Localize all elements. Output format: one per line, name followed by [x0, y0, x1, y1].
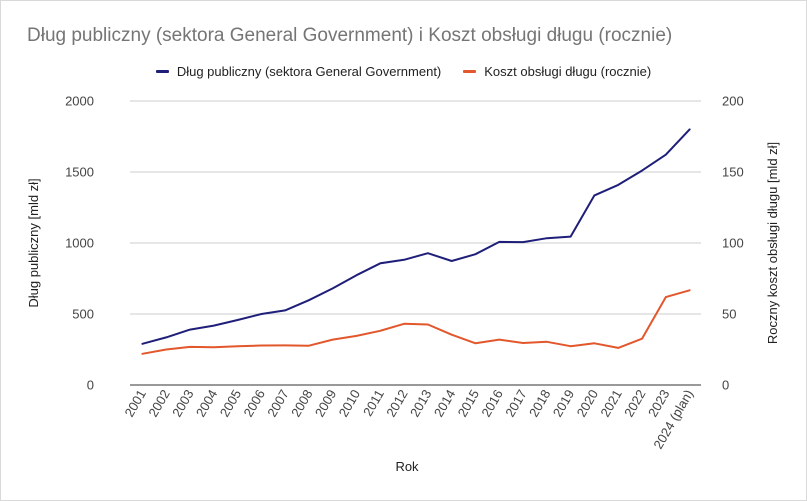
y-tick-label-right: 100 — [722, 236, 744, 251]
x-tick-label: 2020 — [574, 387, 601, 420]
legend-label-cost: Koszt obsługi długu (rocznie) — [484, 63, 652, 79]
y-tick-label-right: 150 — [722, 165, 744, 180]
x-tick-label: 2002 — [145, 387, 172, 420]
chart-legend: Dług publiczny (sektora General Governme… — [0, 62, 807, 80]
x-tick-label: 2011 — [360, 387, 387, 419]
x-tick-label: 2006 — [241, 387, 268, 420]
x-tick-label: 2017 — [502, 387, 529, 420]
y-axis-title-right: Roczny koszt obsługi długu [mld zł] — [765, 142, 780, 344]
y-tick-label-right: 200 — [722, 94, 744, 109]
x-tick-label: 2019 — [550, 387, 577, 420]
x-tick-label: 2015 — [455, 387, 482, 420]
y-tick-label-right: 50 — [722, 307, 736, 322]
x-tick-label: 2016 — [478, 387, 505, 420]
x-tick-label: 2007 — [264, 387, 291, 420]
x-tick-label: 2005 — [217, 387, 244, 420]
y-tick-label-left: 500 — [72, 307, 94, 322]
y-tick-label-left: 1000 — [65, 236, 94, 251]
x-tick-label: 2014 — [431, 387, 458, 420]
x-tick-label: 2008 — [288, 387, 315, 420]
x-tick-label: 2013 — [407, 387, 434, 420]
x-tick-label: 2010 — [336, 387, 363, 420]
y-tick-label-left: 2000 — [65, 94, 94, 109]
series-line-cost — [141, 289, 691, 355]
y-axis-title-left: Dług publiczny [mld zł] — [26, 178, 41, 307]
legend-swatch-cost — [463, 69, 477, 73]
x-tick-label: 2018 — [526, 387, 553, 420]
legend-item-cost[interactable]: Koszt obsługi długu (rocznie) — [463, 64, 651, 79]
series-line-debt — [141, 128, 691, 345]
x-tick-label: 2001 — [122, 387, 149, 420]
x-tick-label: 2021 — [597, 387, 624, 420]
x-axis-title: Rok — [395, 459, 419, 474]
x-tick-label: 2022 — [621, 387, 648, 420]
x-tick-label: 2009 — [312, 387, 339, 420]
y-tick-label-right: 0 — [722, 378, 729, 393]
x-tick-label: 2003 — [169, 387, 196, 420]
chart-title: Dług publiczny (sektora General Governme… — [27, 25, 673, 46]
legend-label-debt: Dług publiczny (sektora General Governme… — [176, 63, 442, 79]
y-tick-label-left: 1500 — [65, 165, 94, 180]
x-tick-label: 2012 — [383, 387, 410, 420]
x-tick-label: 2004 — [193, 387, 220, 420]
y-tick-label-left: 0 — [87, 378, 94, 393]
legend-item-debt[interactable]: Dług publiczny (sektora General Governme… — [155, 63, 442, 79]
legend-swatch-debt — [155, 69, 169, 73]
